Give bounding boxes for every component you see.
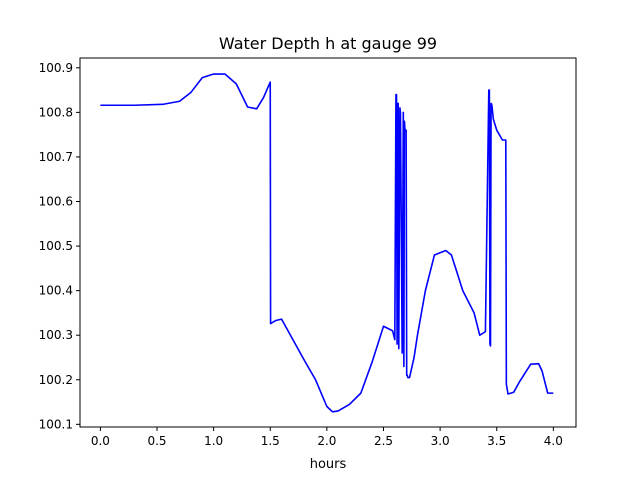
- x-tick-label: 1.0: [204, 434, 223, 448]
- x-tick-label: 1.5: [261, 434, 280, 448]
- x-tick-label: 2.5: [374, 434, 393, 448]
- y-tick-label: 100.5: [39, 239, 73, 253]
- x-axis-label: hours: [310, 457, 347, 472]
- y-tick-label: 100.1: [39, 417, 73, 431]
- y-tick-label: 100.9: [39, 61, 73, 75]
- y-tick-label: 100.8: [39, 105, 73, 119]
- x-tick-label: 0.5: [147, 434, 166, 448]
- x-tick-label: 3.5: [487, 434, 506, 448]
- y-tick-label: 100.4: [39, 284, 73, 298]
- chart-title: Water Depth h at gauge 99: [219, 34, 437, 53]
- y-tick-label: 100.7: [39, 150, 73, 164]
- y-tick-label: 100.3: [39, 328, 73, 342]
- axes-frame: [79, 57, 577, 428]
- x-tick-label: 4.0: [544, 434, 563, 448]
- x-tick-label: 0.0: [91, 434, 110, 448]
- x-tick-label: 3.0: [431, 434, 450, 448]
- y-tick-label: 100.2: [39, 373, 73, 387]
- plot-area: 0.0 0.5 1.0 1.5 2.0 2.5 3.0 3.5 4.0 100.1 100.2 100…: [39, 57, 577, 448]
- y-tick-label: 100.6: [39, 195, 73, 209]
- series-line-0: [100, 73, 554, 413]
- x-tick-label: 2.0: [317, 434, 336, 448]
